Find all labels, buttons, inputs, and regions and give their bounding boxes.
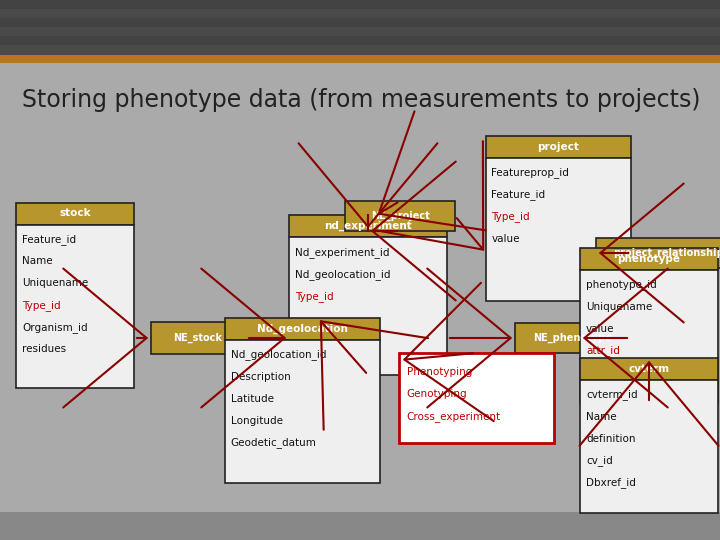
Bar [225,318,379,340]
Text: Dbxref_id: Dbxref_id [586,477,636,488]
Text: phenotype: phenotype [618,253,680,264]
Text: Uniquename: Uniquename [22,279,89,288]
Bar [225,340,379,483]
Text: project_relationship: project_relationship [613,248,720,258]
Text: Feature_id: Feature_id [492,190,546,200]
Text: attr_id: attr_id [586,346,620,356]
Bar [0,18,720,27]
Text: Type_id: Type_id [295,291,333,302]
Text: Feature_id: Feature_id [22,234,76,245]
Text: residues: residues [22,345,66,354]
Bar [0,0,720,9]
Bar [515,323,629,353]
Text: cvterm_id: cvterm_id [586,389,638,400]
Bar [0,512,720,540]
Text: cvterm: cvterm [629,363,670,374]
Text: Nd_experiment_id: Nd_experiment_id [295,247,390,258]
Bar [150,322,246,354]
Text: NE_stock: NE_stock [174,333,222,343]
Text: definition: definition [586,434,636,443]
Text: Type_id: Type_id [22,300,60,312]
Bar [16,225,134,388]
Text: NE_phenotype: NE_phenotype [533,333,611,343]
Text: Name: Name [586,411,616,422]
Text: Nd_geolocation_id: Nd_geolocation_id [230,349,326,360]
Bar [16,202,134,225]
Text: value: value [586,323,614,334]
Bar [580,357,718,380]
Text: Phenotyping: Phenotyping [407,367,472,377]
Text: nd_experiment: nd_experiment [324,221,412,231]
Bar [345,201,455,231]
Text: Type_id: Type_id [492,212,530,222]
Bar [485,158,631,300]
Text: Genotyping: Genotyping [407,389,467,399]
Text: Featureprop_id: Featureprop_id [492,167,570,178]
Text: Geodetic_datum: Geodetic_datum [230,437,316,448]
Text: Latitude: Latitude [230,394,274,403]
Text: stock: stock [59,208,91,219]
Bar [0,0,720,55]
Text: Nd_geolocation: Nd_geolocation [256,323,348,334]
Bar [580,269,718,402]
Text: cv_id: cv_id [586,456,613,467]
Text: Nd_geolocation_id: Nd_geolocation_id [295,269,390,280]
Text: Longitude: Longitude [230,415,282,426]
Text: Cross_experiment: Cross_experiment [407,411,500,422]
Bar [0,36,720,45]
Bar [289,215,447,237]
Bar [580,247,718,269]
Bar [289,237,447,375]
Bar [485,136,631,158]
Text: project: project [537,141,579,152]
Bar [0,55,720,63]
Bar [398,353,554,443]
Bar [580,380,718,512]
Text: Storing phenotype data (from measurements to projects): Storing phenotype data (from measurement… [22,88,701,112]
Bar [595,238,720,268]
Text: Name: Name [22,256,53,267]
Text: Organism_id: Organism_id [22,322,88,333]
Text: Uniquename: Uniquename [586,301,652,312]
Text: NE_project: NE_project [371,211,429,221]
Text: Description: Description [230,372,290,381]
Text: phenotype_id: phenotype_id [586,280,657,291]
Text: value: value [492,233,520,244]
